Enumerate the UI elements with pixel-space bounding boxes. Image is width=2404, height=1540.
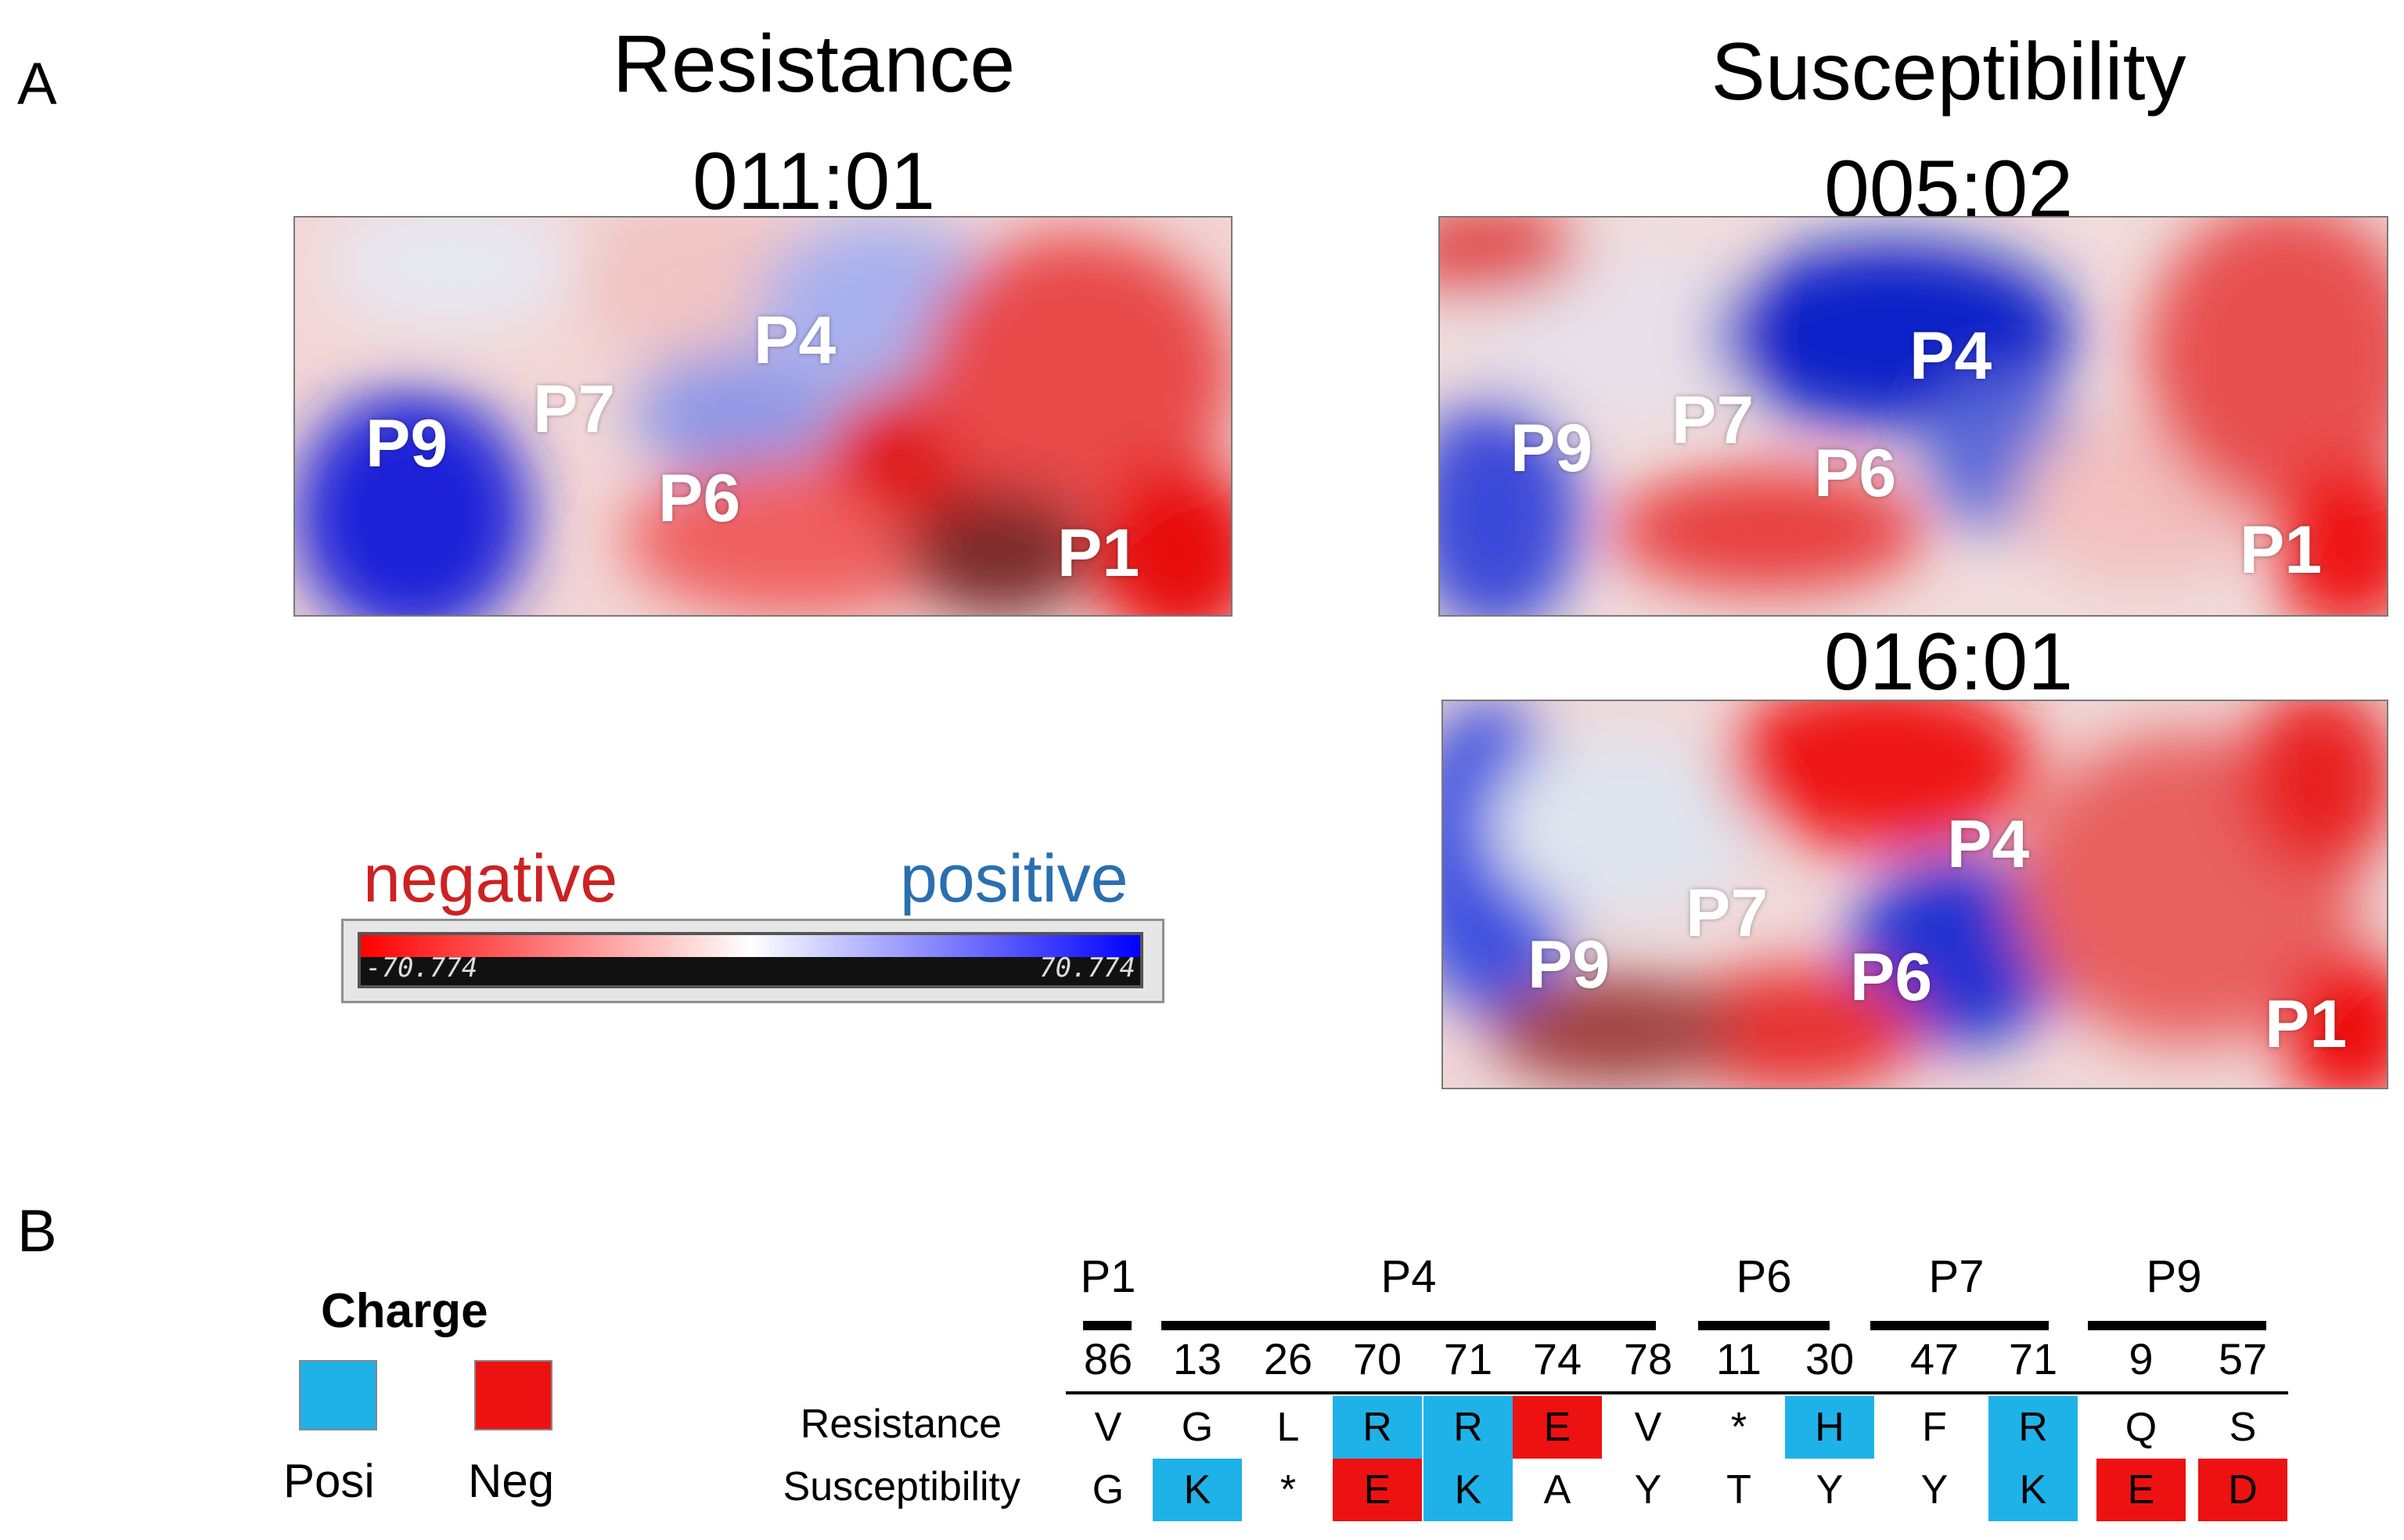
group-bar-p9 xyxy=(2088,1321,2266,1330)
position-number: 13 xyxy=(1172,1334,1222,1383)
surface-016-01: P9 P7 P4 P6 P1 xyxy=(1441,700,2388,1089)
charge-swatch-positive xyxy=(299,1360,377,1430)
header-divider xyxy=(1066,1391,2288,1394)
scale-min-value: -70.774 xyxy=(365,952,478,984)
residue-cell: Y xyxy=(1816,1467,1844,1513)
group-label-p6: P6 xyxy=(1736,1251,1792,1302)
allele-016-01-label: 016:01 xyxy=(1823,617,2074,707)
pocket-label-p9: P9 xyxy=(1510,411,1593,486)
group-label-p4: P4 xyxy=(1380,1251,1437,1302)
pocket-label-p7: P7 xyxy=(1672,383,1754,458)
row-label-resistance: Resistance xyxy=(800,1401,1002,1447)
residue-cell: K xyxy=(1423,1459,1513,1521)
position-number: 70 xyxy=(1352,1334,1402,1383)
residue-cell: L xyxy=(1276,1405,1300,1450)
charge-label-positive: Posi xyxy=(283,1455,375,1507)
position-number: 71 xyxy=(1443,1334,1493,1383)
group-bar-p7 xyxy=(1870,1321,2049,1330)
residue-cell: K xyxy=(1153,1459,1242,1521)
residue-cell: Q xyxy=(2125,1405,2157,1450)
residue-cell: E xyxy=(1333,1459,1422,1521)
position-number: 26 xyxy=(1263,1334,1313,1383)
legend-positive-label: positive xyxy=(900,841,1128,916)
pocket-label-p1: P1 xyxy=(2240,513,2323,588)
surface-016-01-map xyxy=(1443,701,2387,1088)
group-label-p1: P1 xyxy=(1080,1251,1136,1302)
panel-a-letter: A xyxy=(17,51,57,117)
resistance-heading: Resistance xyxy=(612,19,1016,110)
residue-cell: D xyxy=(2198,1459,2287,1521)
residue-cell: V xyxy=(1634,1405,1662,1450)
surface-011-01-map xyxy=(295,218,1231,615)
position-number: 11 xyxy=(1715,1334,1762,1383)
residue-cell: E xyxy=(2096,1459,2186,1521)
pocket-label-p4: P4 xyxy=(1909,318,1992,394)
residue-cell: A xyxy=(1543,1467,1571,1513)
susceptibility-heading: Susceptibility xyxy=(1711,27,2186,117)
pocket-label-p9: P9 xyxy=(365,406,448,481)
residue-cell: Y xyxy=(1634,1467,1662,1513)
residue-cell: F xyxy=(1922,1405,1947,1450)
residue-cell: T xyxy=(1726,1467,1751,1513)
group-label-p7: P7 xyxy=(1928,1251,1985,1302)
pocket-label-p6: P6 xyxy=(1814,436,1897,511)
pocket-label-p7: P7 xyxy=(533,372,616,447)
surface-011-01: P9 P7 P4 P6 P1 xyxy=(293,216,1233,617)
legend-negative-label: negative xyxy=(363,841,618,916)
residue-cell: V xyxy=(1094,1405,1122,1450)
pocket-label-p4: P4 xyxy=(754,303,837,378)
residue-cell: K xyxy=(1988,1459,2078,1521)
residue-cell: G xyxy=(1181,1405,1214,1450)
scale-max-value: 70.774 xyxy=(1039,952,1135,984)
residue-cell: S xyxy=(2229,1405,2257,1450)
position-number: 9 xyxy=(2129,1334,2154,1383)
residue-cell: G xyxy=(1092,1467,1125,1513)
position-number: 30 xyxy=(1805,1334,1855,1383)
residue-cell: * xyxy=(1279,1467,1297,1513)
residue-cell: H xyxy=(1785,1396,1874,1459)
residue-cell: * xyxy=(1730,1405,1747,1450)
position-number: 78 xyxy=(1623,1334,1673,1383)
position-number: 57 xyxy=(2218,1334,2268,1383)
color-scale-bar: -70.774 70.774 xyxy=(358,932,1143,988)
pocket-label-p9: P9 xyxy=(1528,927,1610,1002)
charge-swatch-negative xyxy=(474,1360,552,1430)
residue-cell: R xyxy=(1423,1396,1513,1459)
charge-legend-title: Charge xyxy=(321,1284,488,1338)
residue-cell: E xyxy=(1513,1396,1602,1459)
color-scale: -70.774 70.774 xyxy=(341,919,1164,1003)
position-number: 47 xyxy=(1909,1334,1960,1383)
pocket-label-p6: P6 xyxy=(658,461,741,536)
group-bar-p6 xyxy=(1698,1321,1830,1330)
residue-cell: R xyxy=(1988,1396,2078,1459)
allele-011-01-label: 011:01 xyxy=(692,136,936,227)
residue-cell: Y xyxy=(1920,1467,1949,1513)
pocket-label-p6: P6 xyxy=(1850,940,1933,1015)
surface-005-02-map xyxy=(1440,218,2387,615)
color-scale-gradient xyxy=(361,935,1140,957)
pocket-label-p7: P7 xyxy=(1686,876,1769,951)
position-number: 71 xyxy=(2008,1334,2058,1383)
group-label-p9: P9 xyxy=(2146,1251,2202,1302)
pocket-label-p4: P4 xyxy=(1947,807,2030,882)
position-number: 86 xyxy=(1083,1334,1133,1383)
charge-label-negative: Neg xyxy=(468,1455,555,1507)
row-label-susceptibility: Susceptibility xyxy=(783,1464,1020,1509)
pocket-label-p1: P1 xyxy=(2265,987,2348,1062)
position-number: 74 xyxy=(1532,1334,1582,1383)
pocket-label-p1: P1 xyxy=(1057,516,1140,591)
surface-005-02: P9 P7 P4 P6 P1 xyxy=(1438,216,2388,617)
group-bar-p1 xyxy=(1083,1321,1132,1330)
panel-b-letter: B xyxy=(17,1198,57,1265)
group-bar-p4 xyxy=(1161,1321,1656,1330)
residue-cell: R xyxy=(1333,1396,1422,1459)
